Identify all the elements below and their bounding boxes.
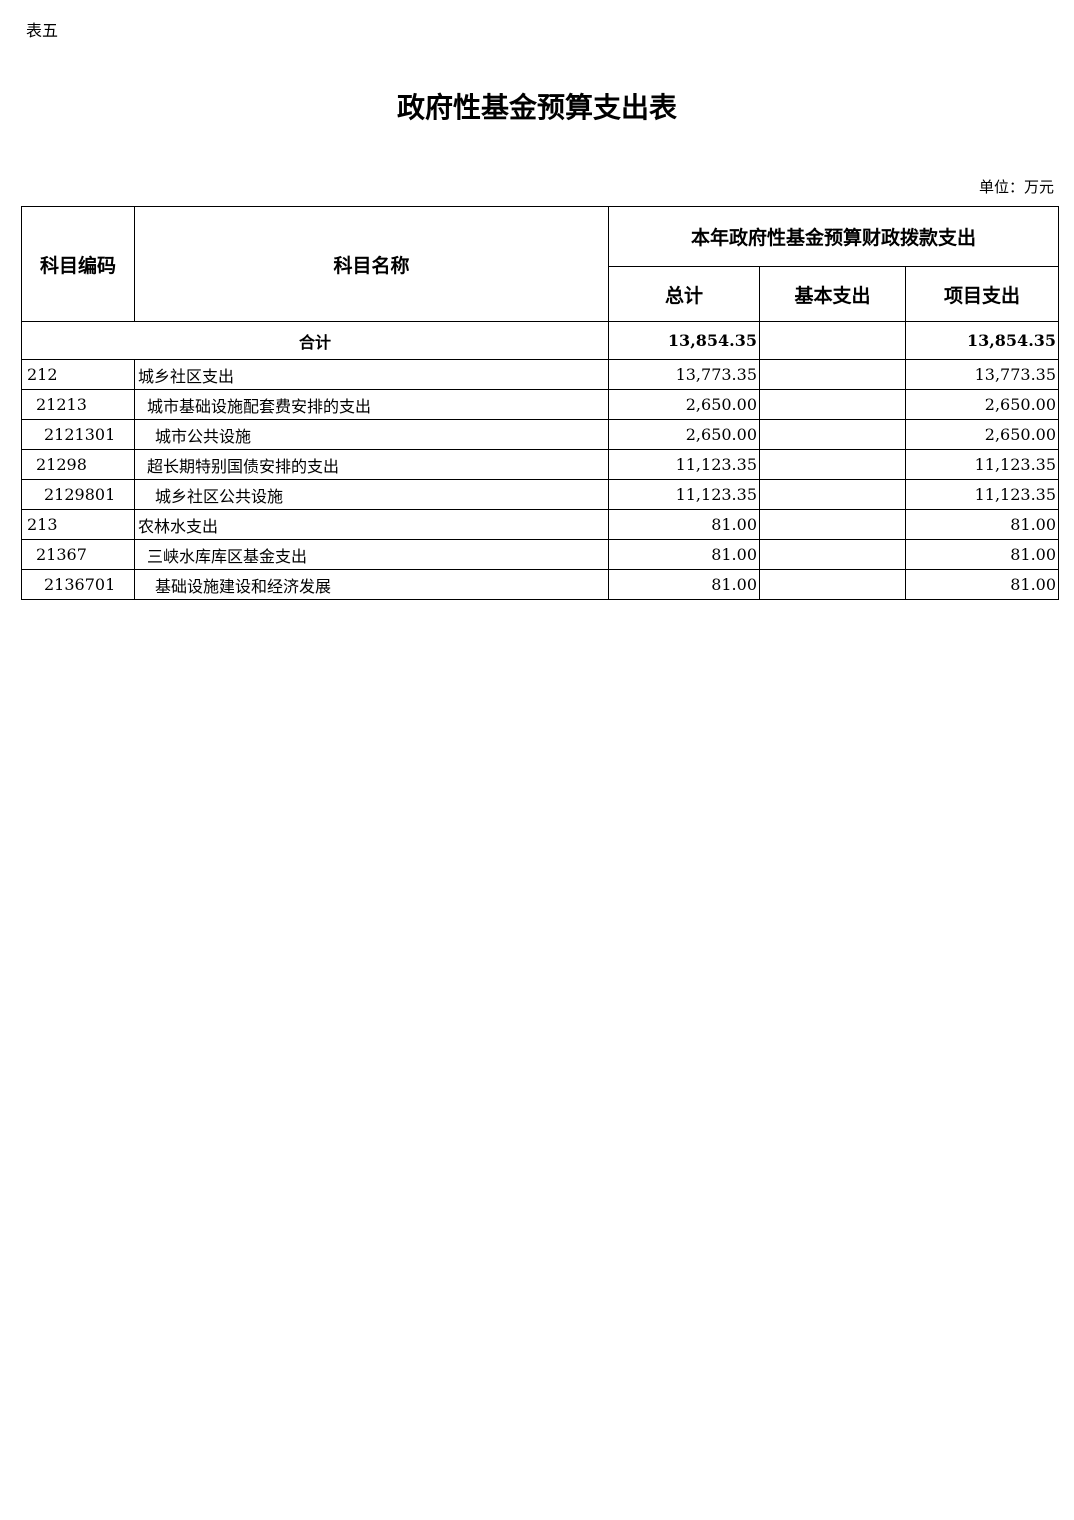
cell-basic xyxy=(759,479,906,510)
cell-project: 13,773.35 xyxy=(904,359,1060,390)
budget-table: 科目编码 科目名称 本年政府性基金预算财政拨款支出 总计 基本支出 项目支出 合… xyxy=(21,206,1060,600)
cell-code: 2129801 xyxy=(21,479,135,510)
cell-code: 21213 xyxy=(21,389,135,420)
cell-basic xyxy=(759,419,906,450)
cell-name: 农林水支出 xyxy=(134,509,609,540)
total-basic xyxy=(759,321,906,360)
total-total: 13,854.35 xyxy=(608,321,760,360)
total-label: 合计 xyxy=(21,321,609,360)
cell-name: 基础设施建设和经济发展 xyxy=(134,569,609,600)
page-title: 政府性基金预算支出表 xyxy=(396,91,677,124)
cell-name: 超长期特别国债安排的支出 xyxy=(134,449,609,480)
cell-total: 11,123.35 xyxy=(608,479,760,510)
cell-basic xyxy=(759,509,906,540)
table-row: 2121301 城市公共设施 2,650.00 2,650.00 xyxy=(21,419,1060,450)
cell-name: 城乡社区公共设施 xyxy=(134,479,609,510)
header-group: 本年政府性基金预算财政拨款支出 xyxy=(607,206,1060,267)
cell-project: 2,650.00 xyxy=(904,389,1060,420)
header-code: 科目编码 xyxy=(21,206,135,322)
cell-basic xyxy=(759,359,906,390)
cell-code: 2121301 xyxy=(21,419,135,450)
cell-basic xyxy=(759,389,906,420)
cell-name: 三峡水库库区基金支出 xyxy=(134,539,609,570)
cell-code: 2136701 xyxy=(21,569,135,600)
cell-total: 81.00 xyxy=(608,569,760,600)
cell-total: 2,650.00 xyxy=(608,419,760,450)
table-row: 213 农林水支出 81.00 81.00 xyxy=(21,509,1060,540)
cell-project: 11,123.35 xyxy=(904,449,1060,480)
cell-total: 81.00 xyxy=(608,539,760,570)
cell-name: 城乡社区支出 xyxy=(134,359,609,390)
table-row: 21298 超长期特别国债安排的支出 11,123.35 11,123.35 xyxy=(21,449,1060,480)
header-project: 项目支出 xyxy=(904,266,1060,322)
table-row: 212 城乡社区支出 13,773.35 13,773.35 xyxy=(21,359,1060,390)
cell-total: 81.00 xyxy=(608,509,760,540)
cell-code: 21298 xyxy=(21,449,135,480)
cell-total: 2,650.00 xyxy=(608,389,760,420)
cell-code: 21367 xyxy=(21,539,135,570)
cell-total: 13,773.35 xyxy=(608,359,760,390)
cell-project: 81.00 xyxy=(904,539,1060,570)
header-name: 科目名称 xyxy=(134,206,609,322)
header-total: 总计 xyxy=(608,266,760,322)
table-row: 2136701 基础设施建设和经济发展 81.00 81.00 xyxy=(21,569,1060,600)
cell-code: 213 xyxy=(21,509,135,540)
table-row: 21367 三峡水库库区基金支出 81.00 81.00 xyxy=(21,539,1060,570)
cell-project: 81.00 xyxy=(904,509,1060,540)
total-project: 13,854.35 xyxy=(904,321,1060,360)
total-row: 合计 13,854.35 13,854.35 xyxy=(21,321,1060,360)
cell-project: 2,650.00 xyxy=(904,419,1060,450)
table-row: 2129801 城乡社区公共设施 11,123.35 11,123.35 xyxy=(21,479,1060,510)
table-label: 表五 xyxy=(26,21,59,40)
cell-project: 11,123.35 xyxy=(904,479,1060,510)
cell-name: 城市公共设施 xyxy=(134,419,609,450)
cell-basic xyxy=(759,539,906,570)
cell-basic xyxy=(759,569,906,600)
unit-label: 单位：万元 xyxy=(978,178,1054,196)
cell-project: 81.00 xyxy=(904,569,1060,600)
cell-code: 212 xyxy=(21,359,135,390)
header-basic: 基本支出 xyxy=(759,266,906,322)
table-row: 21213 城市基础设施配套费安排的支出 2,650.00 2,650.00 xyxy=(21,389,1060,420)
cell-basic xyxy=(759,449,906,480)
cell-total: 11,123.35 xyxy=(608,449,760,480)
cell-name: 城市基础设施配套费安排的支出 xyxy=(134,389,609,420)
